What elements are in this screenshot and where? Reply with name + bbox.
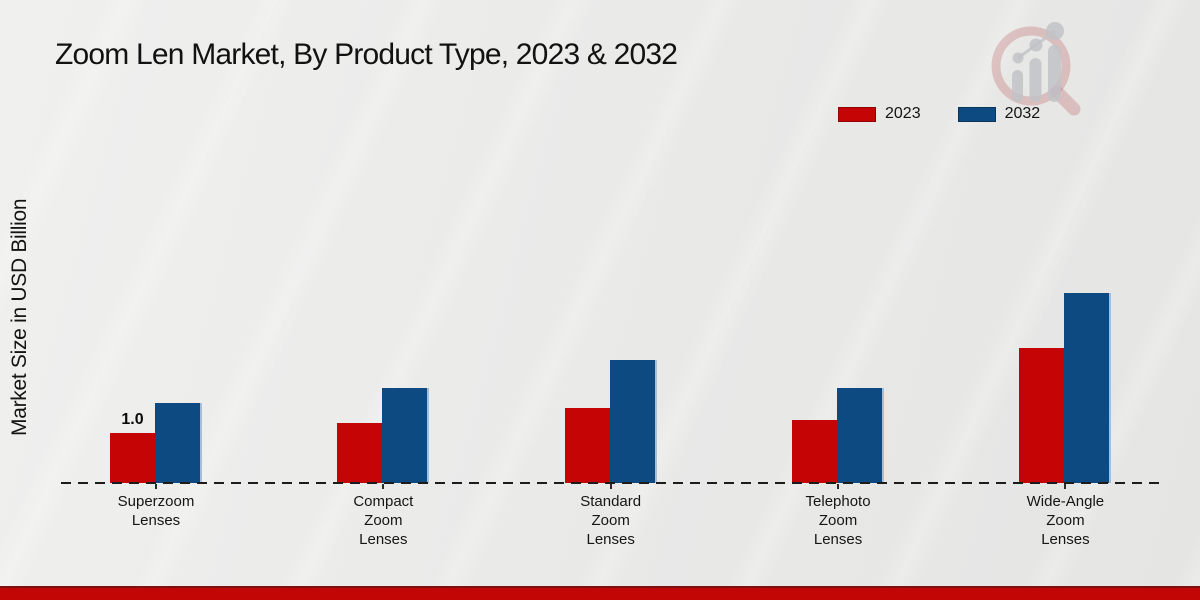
- x-axis-tick-standard-zoom-lenses: [609, 484, 612, 489]
- bar-2032-standard-zoom-lenses: [609, 360, 657, 483]
- bar-2032-telephoto-zoom-lenses: [837, 388, 885, 483]
- x-axis-tick-compact-zoom-lenses: [382, 484, 385, 489]
- legend-swatch-2032: [957, 106, 996, 122]
- bar-2023-standard-zoom-lenses: [564, 408, 610, 483]
- legend-item-2023: 2023: [838, 105, 921, 123]
- legend-swatch-2023: [838, 106, 876, 122]
- x-axis-tick-telephoto-zoom-lenses: [837, 484, 840, 489]
- legend-label-2023: 2023: [885, 105, 921, 122]
- x-axis-baseline: [61, 482, 1159, 484]
- category-label-wide-angle-zoom-lenses: Wide-Angle Zoom Lenses: [1026, 493, 1105, 548]
- footer-bar: [0, 586, 1200, 600]
- chart-title: Zoom Len Market, By Product Type, 2023 &…: [55, 38, 678, 71]
- bar-2032-compact-zoom-lenses: [382, 388, 430, 483]
- category-label-telephoto-zoom-lenses: Telephoto Zoom Lenses: [805, 493, 871, 548]
- bar-2032-wide-angle-zoom-lenses: [1064, 293, 1112, 483]
- bar-2023-superzoom-lenses: [110, 433, 155, 483]
- x-axis-tick-wide-angle-zoom-lenses: [1064, 484, 1067, 489]
- bar-2032-superzoom-lenses: [155, 403, 202, 483]
- category-label-superzoom-lenses: Superzoom Lenses: [117, 493, 195, 529]
- category-label-compact-zoom-lenses: Compact Zoom Lenses: [353, 493, 414, 548]
- legend: 2023 2032: [838, 105, 1040, 123]
- bar-value-label-2023: 1.0: [121, 411, 144, 428]
- bar-2023-wide-angle-zoom-lenses: [1019, 348, 1065, 483]
- bar-2023-compact-zoom-lenses: [337, 423, 383, 483]
- category-label-standard-zoom-lenses: Standard Zoom Lenses: [580, 493, 642, 548]
- bar-2023-telephoto-zoom-lenses: [792, 420, 838, 483]
- x-axis-tick-superzoom-lenses: [155, 484, 157, 489]
- legend-label-2032: 2032: [1004, 105, 1041, 122]
- legend-item-2032: 2032: [957, 105, 1041, 123]
- magnifier-bar-chart-watermark-icon: [991, 22, 1081, 116]
